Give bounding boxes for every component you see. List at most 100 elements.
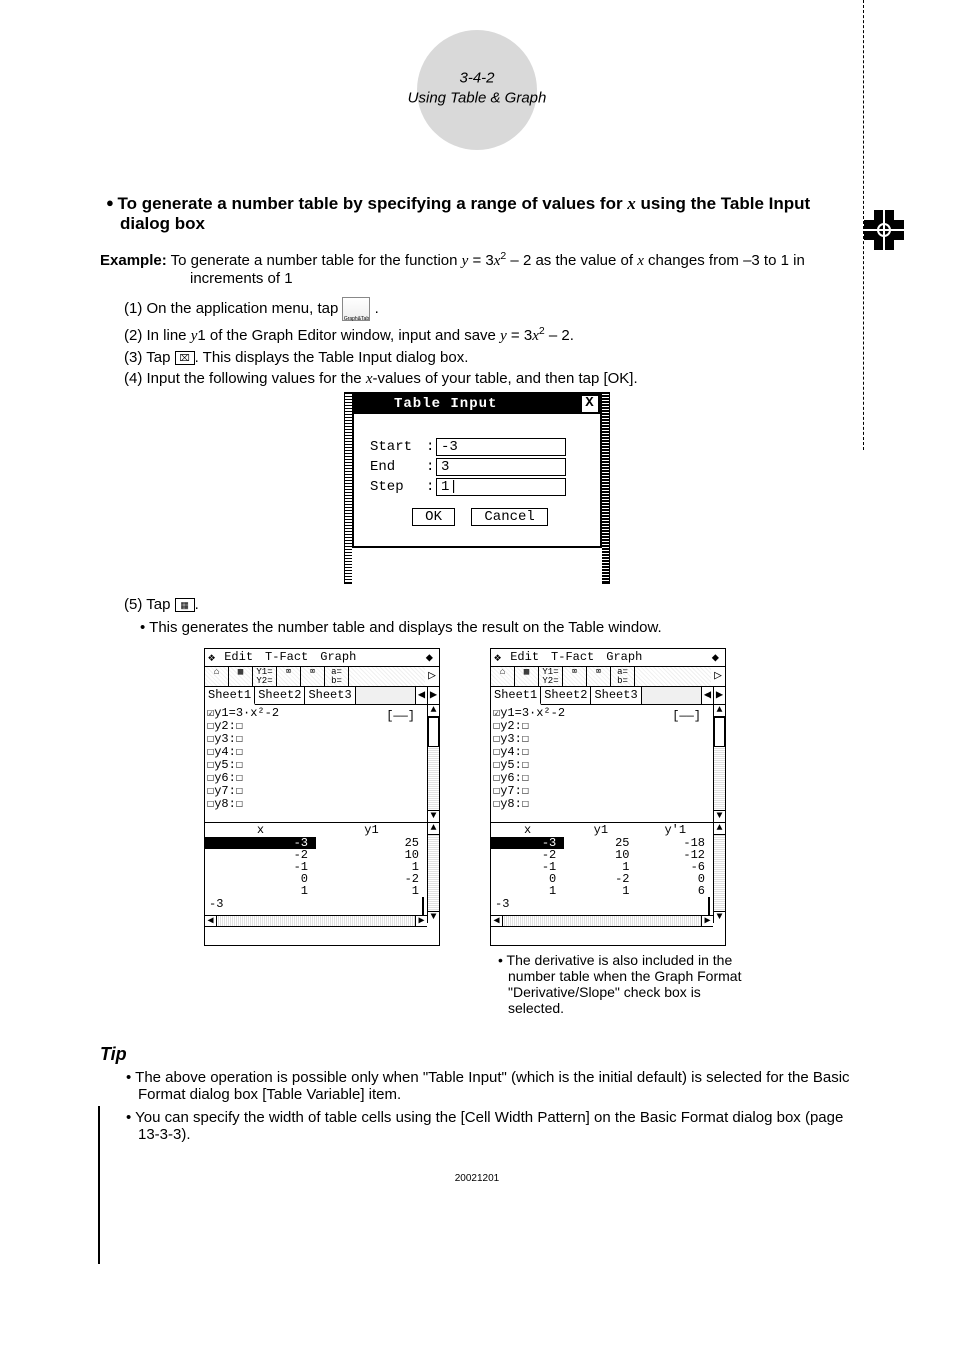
menu-tfact[interactable]: T-Fact xyxy=(545,649,600,666)
calc-screenshot-1: ❖ Edit T-Fact Graph ◆ ⌂ ▦ Y1=Y2= ⌧ ⌧ a=b… xyxy=(204,648,440,946)
tab-next-icon[interactable]: ▶ xyxy=(713,687,725,704)
sheet-tab[interactable]: Sheet2 xyxy=(541,687,591,704)
menubar: ❖ Edit T-Fact Graph ◆ xyxy=(205,649,439,667)
footer-date: 20021201 xyxy=(100,1173,854,1184)
page-header: 3-4-2 Using Table & Graph xyxy=(100,30,854,154)
sheet-tab[interactable]: Sheet3 xyxy=(591,687,641,704)
tool-icon[interactable]: ⌂ xyxy=(205,667,229,686)
end-field[interactable]: 3 xyxy=(436,458,566,476)
page-number: 3-4-2 xyxy=(459,70,494,87)
page-container: 3-4-2 Using Table & Graph To generate a … xyxy=(0,0,954,1234)
toolbar-more-icon[interactable]: ▷ xyxy=(425,667,439,686)
close-icon[interactable]: X xyxy=(582,396,598,412)
start-field[interactable]: -3 xyxy=(436,438,566,456)
line-style-icon: [――] xyxy=(386,709,415,723)
step-4: (4) Input the following values for the x… xyxy=(124,370,854,388)
section-name: Using Table & Graph xyxy=(408,89,547,106)
result-table: xy1y'1 -325-18 -210-12 -11-6 0-20 116 xyxy=(491,823,713,897)
title-part-a: To generate a number table by specifying… xyxy=(117,194,627,213)
step-3: (3) Tap ⌧. This displays the Table Input… xyxy=(124,349,854,366)
start-label: Start xyxy=(370,439,426,455)
menu-graph[interactable]: Graph xyxy=(600,649,648,666)
line-style-icon: [――] xyxy=(672,709,701,723)
diamond-icon[interactable]: ◆ xyxy=(420,649,439,666)
tip-title: Tip xyxy=(100,1044,854,1065)
derivative-caption: • The derivative is also included in the… xyxy=(490,952,750,1016)
sheet-tab[interactable]: Sheet3 xyxy=(305,687,355,704)
table-input-dialog: Table Input X Start: -3 End: 3 Step: 1| xyxy=(352,392,602,548)
table-panel: xy1y'1 -325-18 -210-12 -11-6 0-20 116 ▲▼… xyxy=(491,823,725,945)
vertical-scrollbar[interactable]: ▲▼ xyxy=(713,823,725,923)
sheet-tabs: Sheet1 Sheet2 Sheet3 ◀ ▶ xyxy=(491,687,725,705)
toolbar: ⌂ ▦ Y1=Y2= ⌧ ⌧ a=b= ▷ xyxy=(491,667,725,687)
eq-x2: x xyxy=(637,253,644,269)
cancel-button[interactable]: Cancel xyxy=(471,508,547,526)
result-note: • This generates the number table and di… xyxy=(100,619,854,636)
step-1: (1) On the application menu, tap . xyxy=(124,297,854,321)
end-label: End xyxy=(370,459,426,475)
menu-edit[interactable]: Edit xyxy=(218,649,259,666)
sheet-tab[interactable]: Sheet1 xyxy=(491,687,541,705)
registration-mark xyxy=(864,210,904,250)
tool-icon[interactable]: Y1=Y2= xyxy=(539,667,563,686)
tool-icon[interactable]: ▦ xyxy=(515,667,539,686)
tool-icon[interactable]: ⌧ xyxy=(301,667,325,686)
menu-edit[interactable]: Edit xyxy=(504,649,545,666)
tool-icon[interactable]: ⌂ xyxy=(491,667,515,686)
tip-item: • You can specify the width of table cel… xyxy=(112,1109,854,1143)
menu-graph[interactable]: Graph xyxy=(314,649,362,666)
tool-icon[interactable]: ▦ xyxy=(229,667,253,686)
menu-dropdown-icon[interactable]: ❖ xyxy=(205,649,218,666)
tab-prev-icon[interactable]: ◀ xyxy=(415,687,427,704)
menu-tfact[interactable]: T-Fact xyxy=(259,649,314,666)
horizontal-scrollbar[interactable]: ◀▶ xyxy=(491,915,713,927)
vertical-scrollbar[interactable]: ▲▼ xyxy=(427,823,439,923)
calculator-screenshots: ❖ Edit T-Fact Graph ◆ ⌂ ▦ Y1=Y2= ⌧ ⌧ a=b… xyxy=(100,648,854,1016)
tip-item: • The above operation is possible only w… xyxy=(112,1069,854,1103)
toolbar: ⌂ ▦ Y1=Y2= ⌧ ⌧ a=b= ▷ xyxy=(205,667,439,687)
tool-icon[interactable]: a=b= xyxy=(325,667,349,686)
tool-icon[interactable]: ⌧ xyxy=(587,667,611,686)
vertical-scrollbar[interactable]: ▲▼ xyxy=(713,705,725,822)
status-value: -3 xyxy=(205,897,423,915)
graph-editor[interactable]: ☑y1=3·x²-2 ☐y2:☐ ☐y3:☐ ☐y4:☐ ☐y5:☐ ☐y6:☐… xyxy=(205,705,439,823)
tool-icon[interactable]: a=b= xyxy=(611,667,635,686)
eq-minus2: – 2 as the value of xyxy=(506,252,637,269)
dialog-titlebar: Table Input X xyxy=(354,394,600,414)
table-panel: xy1 -325 -210 -11 0-2 11 ▲▼ ◀▶ -3 xyxy=(205,823,439,945)
tip-section: Tip • The above operation is possible on… xyxy=(100,1044,854,1143)
status-value: -3 xyxy=(491,897,709,915)
section-title: To generate a number table by specifying… xyxy=(100,194,854,234)
graph-editor[interactable]: ☑y1=3·x²-2 ☐y2:☐ ☐y3:☐ ☐y4:☐ ☐y5:☐ ☐y6:☐… xyxy=(491,705,725,823)
table-icon: ▦ xyxy=(175,598,195,612)
example-line: Example: To generate a number table for … xyxy=(100,250,854,287)
steps-list: (1) On the application menu, tap . (2) I… xyxy=(100,297,854,388)
vertical-scrollbar[interactable]: ▲▼ xyxy=(427,705,439,822)
table-input-icon: ⌧ xyxy=(175,351,195,365)
step-field[interactable]: 1| xyxy=(436,478,566,496)
graph-tab-app-icon xyxy=(342,297,370,321)
example-label: Example: xyxy=(100,252,167,269)
sheet-tab[interactable]: Sheet1 xyxy=(205,687,255,705)
eq-eq3: = 3 xyxy=(468,252,493,269)
step-2: (2) In line y1 of the Graph Editor windo… xyxy=(124,325,854,345)
sheet-tab[interactable]: Sheet2 xyxy=(255,687,305,704)
tool-icon[interactable]: ⌧ xyxy=(563,667,587,686)
tab-next-icon[interactable]: ▶ xyxy=(427,687,439,704)
menu-dropdown-icon[interactable]: ❖ xyxy=(491,649,504,666)
title-var-x: x xyxy=(627,194,636,213)
toolbar-more-icon[interactable]: ▷ xyxy=(711,667,725,686)
dialog-title: Table Input xyxy=(394,396,497,412)
diamond-icon[interactable]: ◆ xyxy=(706,649,725,666)
tool-icon[interactable]: ⌧ xyxy=(277,667,301,686)
tool-icon[interactable]: Y1=Y2= xyxy=(253,667,277,686)
tab-prev-icon[interactable]: ◀ xyxy=(701,687,713,704)
calc-screenshot-2: ❖ Edit T-Fact Graph ◆ ⌂ ▦ Y1=Y2= ⌧ ⌧ a=b… xyxy=(490,648,726,946)
horizontal-scrollbar[interactable]: ◀▶ xyxy=(205,915,427,927)
result-table: xy1 -325 -210 -11 0-2 11 xyxy=(205,823,427,897)
step-label: Step xyxy=(370,479,426,495)
sheet-tabs: Sheet1 Sheet2 Sheet3 ◀ ▶ xyxy=(205,687,439,705)
menubar: ❖ Edit T-Fact Graph ◆ xyxy=(491,649,725,667)
ok-button[interactable]: OK xyxy=(412,508,455,526)
tip-sidebar-line xyxy=(98,1106,100,1264)
